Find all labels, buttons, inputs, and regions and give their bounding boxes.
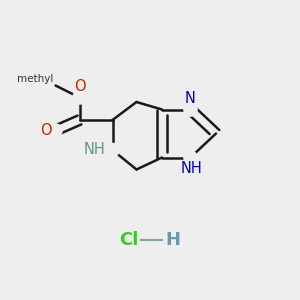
Text: N: N [185, 91, 196, 106]
Circle shape [73, 91, 86, 104]
Circle shape [49, 124, 62, 137]
Text: NH: NH [181, 161, 203, 176]
Text: Cl: Cl [118, 231, 138, 249]
Text: O: O [40, 123, 52, 138]
Circle shape [106, 143, 119, 157]
Text: H: H [165, 231, 180, 249]
Text: methyl: methyl [17, 74, 53, 84]
Text: NH: NH [83, 142, 105, 158]
Circle shape [184, 103, 197, 116]
Text: O: O [74, 79, 85, 94]
Circle shape [184, 151, 197, 164]
